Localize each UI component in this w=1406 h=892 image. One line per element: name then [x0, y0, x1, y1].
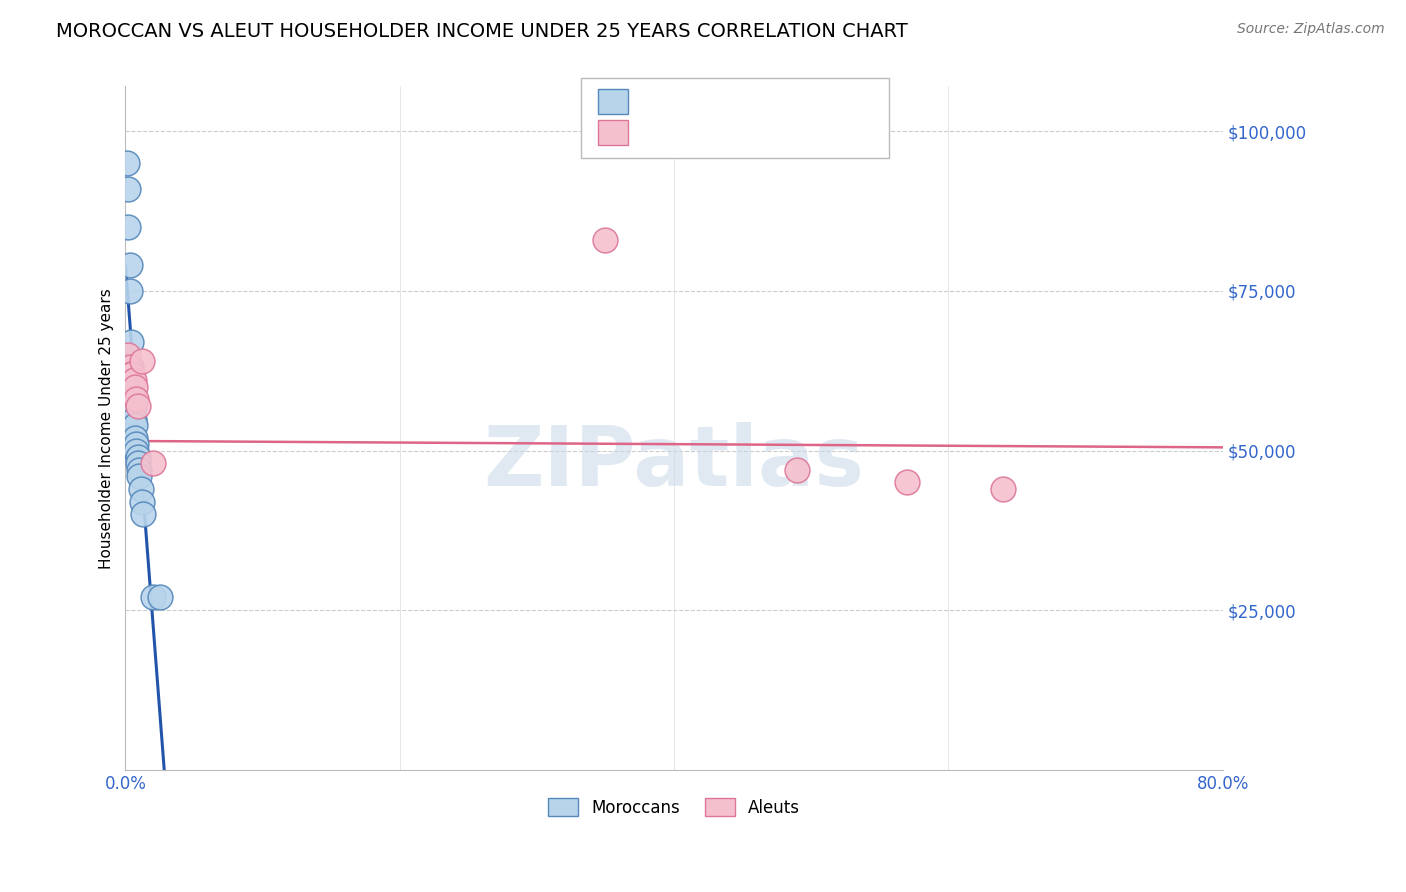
- Text: ZIPatlas: ZIPatlas: [484, 422, 865, 503]
- Point: [122, 373, 145, 387]
- Point: [125, 437, 148, 451]
- Point: [115, 156, 138, 170]
- Point: [124, 417, 146, 432]
- Point: [125, 392, 148, 407]
- Point: [128, 463, 150, 477]
- Point: [120, 367, 142, 381]
- Point: [117, 219, 139, 234]
- Text: Source: ZipAtlas.com: Source: ZipAtlas.com: [1237, 22, 1385, 37]
- Point: [124, 431, 146, 445]
- Point: [131, 494, 153, 508]
- Point: [124, 379, 146, 393]
- Text: R =  -0.417    N =  24: R = -0.417 N = 24: [637, 95, 801, 109]
- Point: [118, 284, 141, 298]
- Point: [993, 482, 1015, 496]
- Point: [117, 348, 139, 362]
- Point: [786, 463, 808, 477]
- Point: [127, 399, 149, 413]
- Point: [127, 456, 149, 470]
- Point: [117, 181, 139, 195]
- Legend: Moroccans, Aleuts: Moroccans, Aleuts: [541, 791, 807, 823]
- Text: MOROCCAN VS ALEUT HOUSEHOLDER INCOME UNDER 25 YEARS CORRELATION CHART: MOROCCAN VS ALEUT HOUSEHOLDER INCOME UND…: [56, 22, 908, 41]
- Point: [125, 443, 148, 458]
- Point: [149, 591, 172, 605]
- Point: [142, 591, 165, 605]
- Point: [120, 334, 142, 349]
- Point: [121, 367, 143, 381]
- Point: [132, 508, 155, 522]
- Point: [595, 233, 617, 247]
- Point: [131, 354, 153, 368]
- Point: [122, 399, 145, 413]
- Point: [127, 450, 149, 464]
- Y-axis label: Householder Income Under 25 years: Householder Income Under 25 years: [100, 288, 114, 568]
- Point: [896, 475, 918, 490]
- Point: [118, 258, 141, 272]
- Point: [142, 456, 165, 470]
- Text: R =  -0.025    N =  14: R = -0.025 N = 14: [637, 125, 801, 139]
- Point: [121, 373, 143, 387]
- Point: [118, 360, 141, 375]
- Point: [122, 411, 145, 425]
- Point: [120, 360, 142, 375]
- Point: [121, 386, 143, 401]
- Point: [129, 482, 152, 496]
- Point: [128, 469, 150, 483]
